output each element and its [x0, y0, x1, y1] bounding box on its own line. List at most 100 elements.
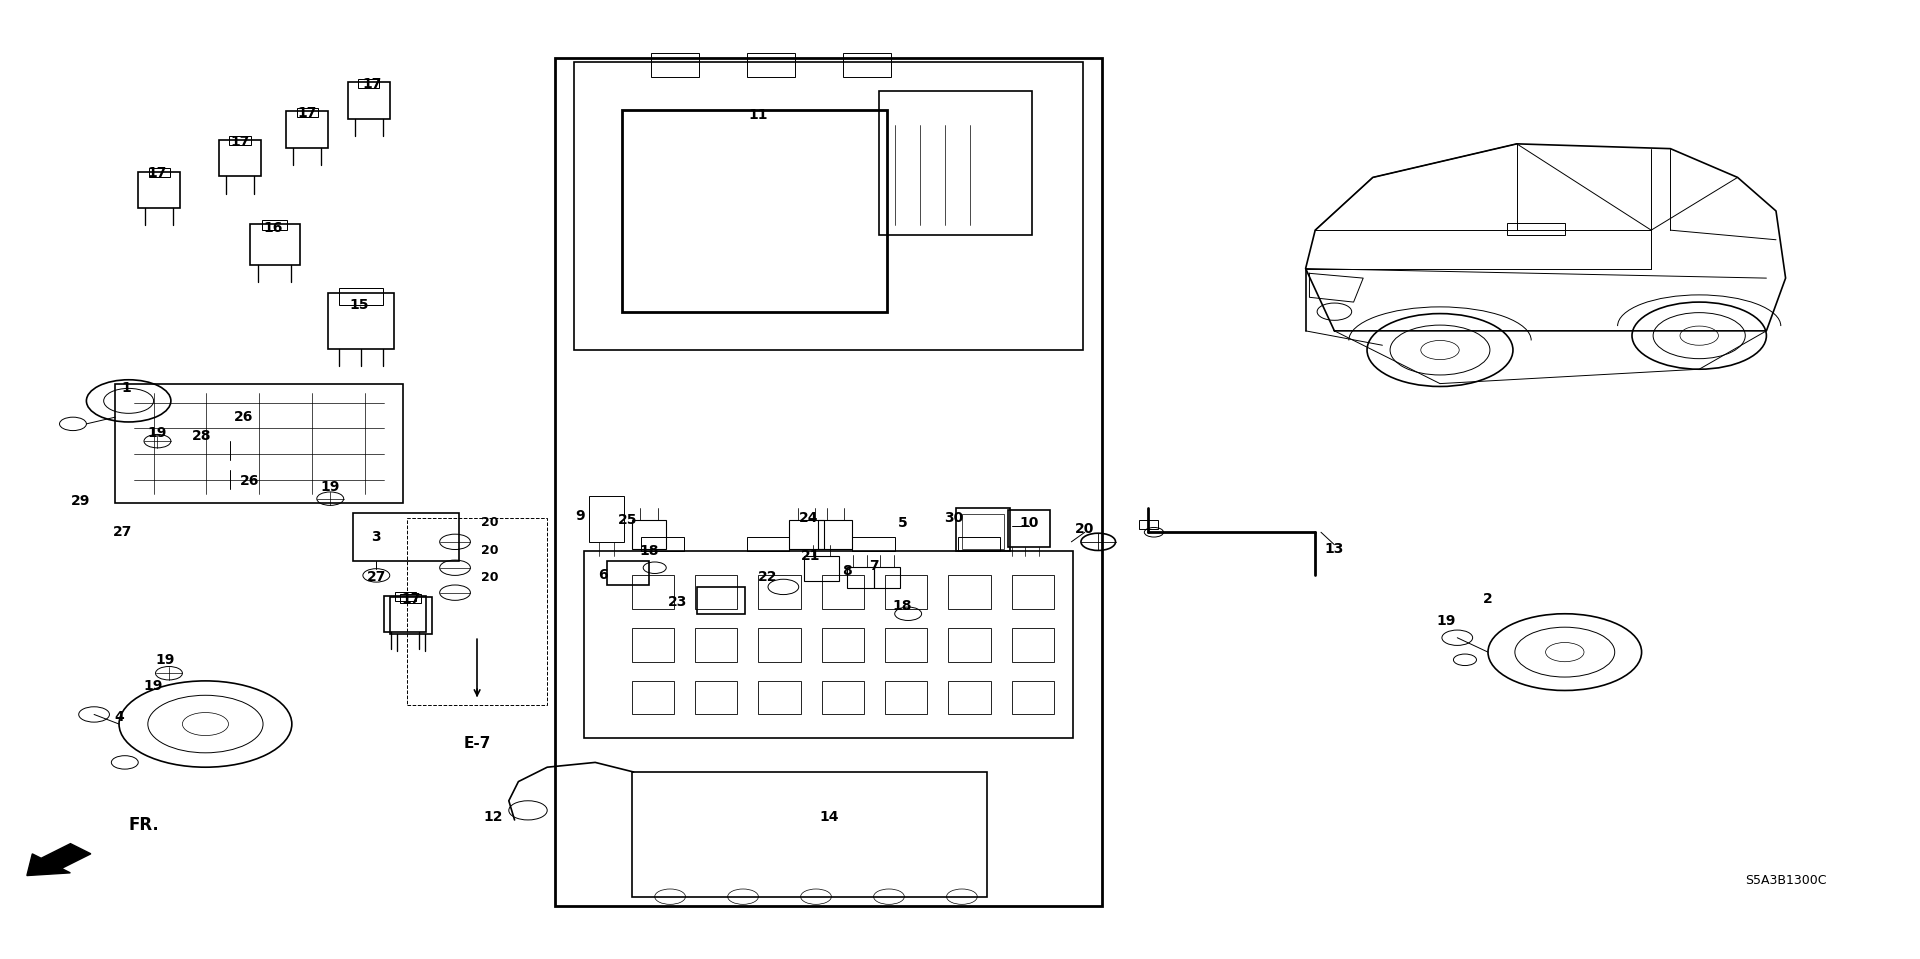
- Bar: [348, 82, 390, 119]
- Bar: [747, 53, 795, 77]
- Text: 3: 3: [371, 530, 382, 544]
- Text: 25: 25: [618, 513, 637, 526]
- Text: 13: 13: [1325, 542, 1344, 555]
- Text: 27: 27: [367, 571, 386, 584]
- Bar: [328, 293, 394, 349]
- Text: 2: 2: [1482, 593, 1494, 606]
- Text: 19: 19: [148, 427, 167, 440]
- Text: 5: 5: [897, 516, 908, 529]
- Bar: [1012, 628, 1054, 662]
- Text: 15: 15: [349, 298, 369, 312]
- Bar: [357, 79, 378, 88]
- Bar: [607, 561, 649, 585]
- Bar: [261, 221, 288, 230]
- Text: 20: 20: [480, 544, 499, 557]
- Bar: [396, 592, 415, 601]
- Text: 18: 18: [639, 545, 659, 558]
- Bar: [789, 520, 824, 549]
- Text: 8: 8: [841, 564, 852, 577]
- Bar: [852, 537, 895, 551]
- Text: 26: 26: [234, 410, 253, 424]
- Text: 11: 11: [749, 108, 768, 122]
- Bar: [296, 107, 317, 117]
- Bar: [632, 681, 674, 714]
- Bar: [695, 628, 737, 662]
- Text: 21: 21: [801, 550, 820, 563]
- Bar: [1507, 223, 1565, 235]
- Bar: [1008, 510, 1050, 547]
- Bar: [874, 567, 900, 588]
- Bar: [747, 537, 789, 551]
- Bar: [962, 514, 1004, 549]
- Text: 22: 22: [758, 571, 778, 584]
- Bar: [818, 520, 852, 549]
- Bar: [230, 136, 250, 146]
- Bar: [589, 496, 624, 542]
- Bar: [956, 508, 1010, 551]
- Bar: [632, 628, 674, 662]
- Text: 6: 6: [597, 569, 609, 582]
- Bar: [879, 91, 1033, 235]
- Text: 17: 17: [401, 593, 420, 606]
- Text: 19: 19: [144, 679, 163, 692]
- Bar: [390, 597, 432, 634]
- Text: 17: 17: [298, 106, 317, 120]
- Bar: [822, 681, 864, 714]
- Text: 7: 7: [868, 559, 879, 573]
- Bar: [632, 575, 674, 609]
- Bar: [758, 681, 801, 714]
- Text: 30: 30: [945, 511, 964, 525]
- Text: S5A3B1300C: S5A3B1300C: [1745, 874, 1826, 887]
- Bar: [632, 772, 987, 897]
- Bar: [219, 140, 261, 176]
- Bar: [697, 587, 745, 614]
- Bar: [641, 537, 684, 551]
- Text: 19: 19: [1436, 615, 1455, 628]
- Bar: [384, 596, 426, 632]
- Text: 19: 19: [321, 480, 340, 494]
- Bar: [1012, 575, 1054, 609]
- Bar: [885, 575, 927, 609]
- Text: 10: 10: [1020, 516, 1039, 529]
- Text: 28: 28: [192, 430, 211, 443]
- Bar: [150, 168, 171, 177]
- Bar: [353, 513, 459, 561]
- Text: E-7: E-7: [463, 736, 492, 751]
- Bar: [286, 111, 328, 148]
- Bar: [948, 575, 991, 609]
- Text: 24: 24: [799, 511, 818, 525]
- Text: 17: 17: [230, 135, 250, 149]
- Text: 23: 23: [668, 596, 687, 609]
- Bar: [885, 628, 927, 662]
- Bar: [340, 288, 382, 305]
- Bar: [138, 172, 180, 208]
- Bar: [651, 53, 699, 77]
- Bar: [843, 53, 891, 77]
- Bar: [695, 681, 737, 714]
- Text: 17: 17: [148, 166, 167, 179]
- Bar: [407, 518, 547, 705]
- Bar: [622, 110, 887, 312]
- Bar: [847, 567, 874, 588]
- Text: 4: 4: [113, 711, 125, 724]
- Text: 14: 14: [820, 810, 839, 824]
- Text: 19: 19: [156, 653, 175, 667]
- Bar: [958, 537, 1000, 551]
- Text: 27: 27: [113, 526, 132, 539]
- Bar: [695, 575, 737, 609]
- Text: 20: 20: [480, 571, 499, 584]
- Bar: [758, 628, 801, 662]
- Bar: [115, 384, 403, 503]
- Text: 9: 9: [574, 509, 586, 523]
- Text: 1: 1: [121, 382, 132, 395]
- Bar: [250, 224, 300, 265]
- Text: 18: 18: [893, 599, 912, 613]
- Text: 29: 29: [71, 494, 90, 507]
- Bar: [1012, 681, 1054, 714]
- Bar: [948, 681, 991, 714]
- Text: 20: 20: [1075, 523, 1094, 536]
- Bar: [822, 628, 864, 662]
- Bar: [804, 556, 839, 581]
- Bar: [822, 575, 864, 609]
- Bar: [555, 58, 1102, 906]
